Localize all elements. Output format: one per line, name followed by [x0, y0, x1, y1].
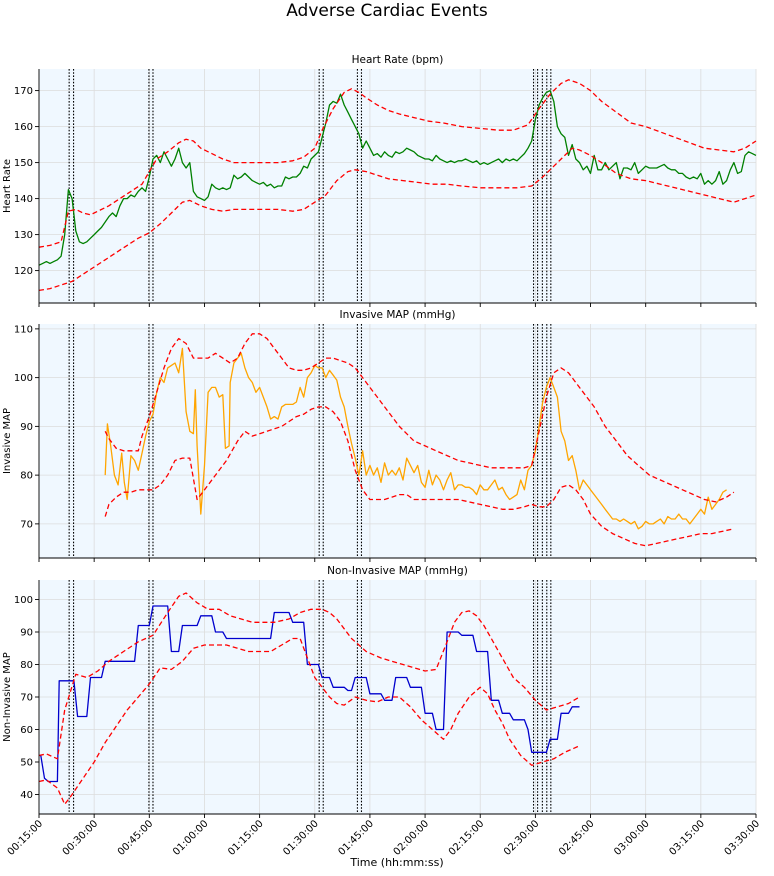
x-tick-label: 03:00:00: [612, 818, 652, 858]
series-line-imap: [104, 347, 727, 530]
x-tick-label: 02:15:00: [447, 818, 487, 858]
panel-title: Non-Invasive MAP (mmHg): [327, 565, 468, 577]
y-tick-label: 100: [14, 595, 33, 606]
panel-imap: 70 80 90 100 110 Invasive MAP (mmHg) Invasive …: [2, 309, 757, 562]
y-tick-label: 170: [14, 86, 33, 97]
x-tick-label: 03:15:00: [667, 818, 707, 858]
y-tick-label: 80: [20, 660, 33, 671]
panel-title: Invasive MAP (mmHg): [340, 309, 456, 321]
x-tick-label: 03:30:00: [723, 818, 763, 858]
series-line-hr: [38, 89, 757, 266]
y-tick-label: 120: [14, 266, 33, 277]
upper-bound-line: [38, 592, 580, 760]
panel-nimap: 40 50 60 70 80 90 100 Non-Invasive MAP (mmHg) No…: [2, 565, 757, 818]
y-tick-label: 140: [14, 194, 33, 205]
y-tick-label: 70: [20, 693, 33, 704]
x-tick-label: 01:45:00: [337, 818, 377, 858]
x-tick-label: 02:45:00: [557, 818, 597, 858]
x-tick-label: 02:00:00: [392, 818, 432, 858]
y-tick-label: 40: [20, 790, 33, 801]
y-tick-label: 160: [14, 122, 33, 133]
x-tick-label: 00:15:00: [6, 818, 46, 858]
series-line-nimap: [39, 605, 580, 783]
upper-bound-line: [104, 333, 735, 503]
y-tick-label: 100: [14, 373, 33, 384]
y-tick-label: 90: [20, 628, 33, 639]
panel-hr: 120 130 140 150 160 170 Heart Rate (bpm) Heart …: [2, 54, 757, 307]
y-axis-label: Invasive MAP: [2, 408, 13, 474]
x-tick-label: 02:30:00: [502, 818, 542, 858]
y-tick-label: 90: [20, 422, 33, 433]
x-tick-label: 00:45:00: [116, 818, 156, 858]
x-tick-label: 01:15:00: [226, 818, 266, 858]
x-tick-label: 00:30:00: [61, 818, 101, 858]
x-tick-label: 01:30:00: [281, 818, 321, 858]
y-axis-label: Non-Invasive MAP: [2, 652, 13, 742]
y-axis-label: Heart Rate: [2, 159, 13, 213]
lower-bound-line: [104, 406, 735, 547]
upper-bound-line: [38, 79, 757, 248]
y-tick-label: 50: [20, 758, 33, 769]
x-axis-label: Time (hh:mm:ss): [349, 856, 443, 869]
y-tick-label: 150: [14, 158, 33, 169]
y-tick-label: 60: [20, 725, 33, 736]
y-tick-label: 130: [14, 230, 33, 241]
lower-bound-line: [38, 147, 757, 292]
y-tick-label: 80: [20, 471, 33, 482]
plot-area: [39, 324, 756, 558]
panel-title: Heart Rate (bpm): [352, 54, 444, 66]
x-tick-label: 01:00:00: [171, 818, 211, 858]
y-tick-label: 70: [20, 519, 33, 530]
chart-title: Adverse Cardiac Events: [286, 1, 488, 21]
plot-area: [39, 69, 756, 303]
y-tick-label: 110: [14, 324, 33, 335]
lower-bound-line: [38, 637, 580, 805]
